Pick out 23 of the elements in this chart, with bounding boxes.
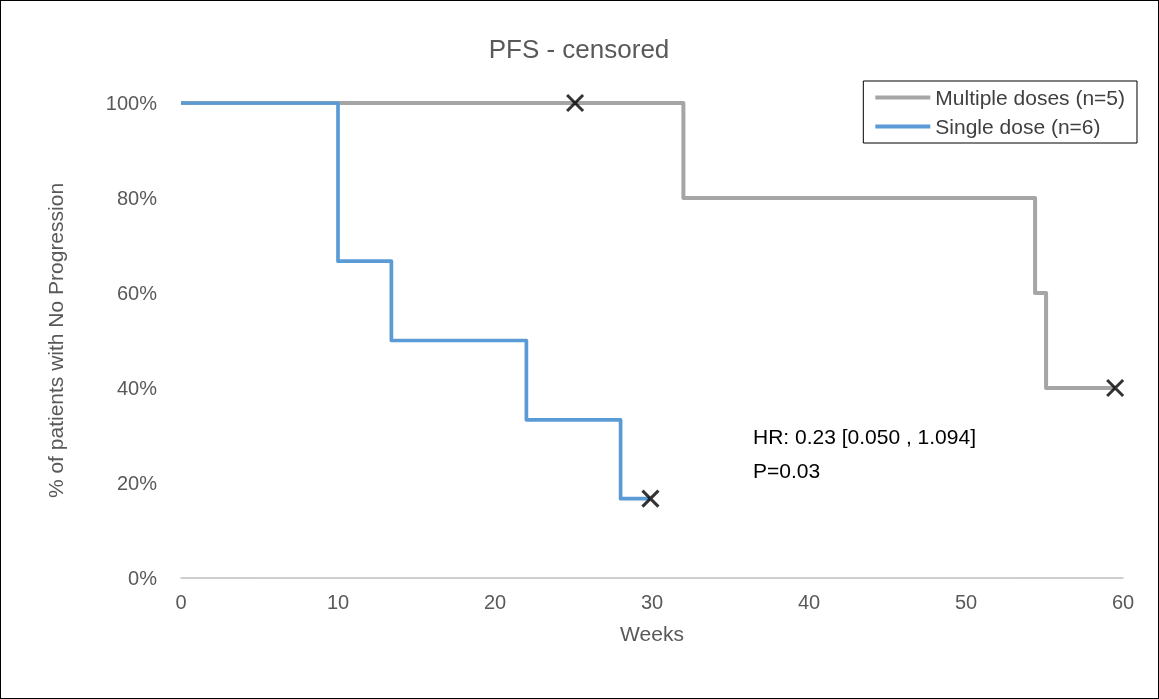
x-tick-label: 10 — [326, 591, 350, 613]
annotation: HR: 0.23 [0.050 , 1.094] — [753, 425, 976, 448]
y-tick-label: 0% — [128, 567, 158, 589]
x-tick-label: 50 — [954, 591, 978, 613]
chart-title: PFS - censored — [488, 34, 670, 64]
y-tick-label: 40% — [116, 377, 158, 399]
y-tick-label: 60% — [116, 282, 158, 304]
x-tick-label: 20 — [483, 591, 507, 613]
annotation: P=0.03 — [753, 459, 821, 482]
point — [640, 489, 660, 509]
y-tick-label: 80% — [116, 187, 158, 209]
x-tick-label: 40 — [797, 591, 821, 613]
x-tick-label: 30 — [640, 591, 664, 613]
point — [565, 93, 585, 113]
x-axis-title: Weeks — [620, 622, 684, 645]
y-tick-label: 100% — [105, 92, 158, 114]
y-axis-title: % of patients with No Progression — [44, 182, 67, 499]
x-tick-label: 0 — [175, 591, 187, 613]
legend-label: Multiple doses (n=5) — [935, 86, 1126, 109]
x-tick-label: 60 — [1111, 591, 1135, 613]
point — [1105, 378, 1125, 398]
legend-label: Single dose (n=6) — [935, 115, 1101, 138]
y-tick-label: 20% — [116, 472, 158, 494]
